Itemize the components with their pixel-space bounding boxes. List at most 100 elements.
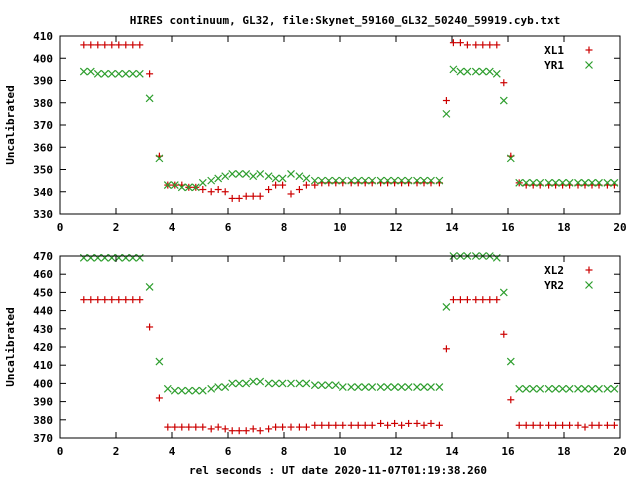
point-yr1-b [86,67,95,76]
point-yr1-b [347,176,356,185]
point-xl2 [279,423,287,431]
point-xl2 [354,421,362,429]
point-xl2 [146,323,154,331]
point-yr1-b [456,67,465,76]
point-xl2 [456,296,464,304]
point-yr1 [588,178,596,187]
point-yr1 [506,154,515,163]
point-yr1-b [506,154,515,163]
point-yr2 [221,383,230,391]
point-xl1 [279,181,287,189]
point-yr1 [207,176,216,185]
bottom-ytick-label: 420 [33,341,53,354]
top-xtick-label: 4 [169,221,176,234]
point-xl2 [581,423,589,431]
point-yr2-b [551,384,560,393]
point-yr2 [191,386,200,395]
point-yr2-b [310,381,319,390]
point-xl2 [559,421,567,429]
point-yr2-b [390,383,399,391]
legend-label-xl2: XL2 [544,264,564,277]
point-yr1 [427,176,435,185]
point-yr2-b [287,379,295,388]
point-yr2 [86,253,95,262]
point-yr1 [574,178,582,187]
point-yr1-b [221,172,230,181]
point-yr2-b [228,379,237,388]
point-yr2-b [420,383,428,391]
point-yr2 [198,386,207,395]
point-yr2 [492,253,501,262]
top-ytick-label: 390 [33,75,53,88]
point-yr2 [544,384,553,393]
top-xtick-label: 2 [113,221,120,234]
point-yr2 [506,357,515,366]
bottom-ytick-label: 370 [33,432,53,445]
point-yr1-b [264,172,273,181]
point-yr2 [214,383,223,391]
point-yr2-b [404,383,413,391]
point-yr2-b [191,386,200,395]
point-yr1 [368,176,377,185]
point-yr2 [155,357,164,366]
point-yr1-b [383,176,392,185]
top-xtick-label: 8 [281,221,288,234]
point-yr1 [310,176,319,185]
point-yr1 [114,69,123,78]
point-xl2 [449,296,457,304]
point-yr1-b [404,176,413,185]
point-yr1-b [522,178,531,187]
point-yr1-b [558,178,567,187]
point-yr1 [610,178,619,187]
point-xl1 [272,181,280,189]
point-xl2 [339,421,347,429]
point-xl1 [228,194,236,202]
point-yr2 [347,383,356,391]
point-yr1 [79,67,88,76]
point-yr1 [558,178,567,187]
top-ytick-label: 330 [33,208,53,221]
point-yr1-b [420,176,428,185]
point-yr2-b [376,383,385,391]
point-yr1 [235,170,244,178]
point-xl1 [456,39,464,47]
point-xl2 [235,427,243,435]
point-yr1 [249,172,258,181]
legend-marker-yr1 [585,61,593,69]
point-xl2 [347,421,355,429]
point-yr2-b [544,384,553,393]
point-yr2-b [249,377,258,386]
point-xl2 [199,423,207,431]
bottom-xtick-label: 6 [225,445,232,458]
point-xl1 [94,41,102,49]
point-xl1 [80,41,88,49]
point-yr2 [603,384,612,393]
point-xl1 [479,41,487,49]
point-yr1 [121,69,130,78]
point-yr1 [287,170,295,178]
point-xl2 [192,423,200,431]
point-yr1 [603,178,612,187]
point-yr1 [435,176,444,185]
point-xl2 [256,427,264,435]
point-yr1 [376,176,385,185]
point-yr2-b [331,381,340,390]
point-yr2 [435,383,444,391]
top-ytick-label: 340 [33,186,53,199]
point-yr1-b [128,69,137,78]
point-yr2-b [86,253,95,262]
point-yr1-b [478,67,487,76]
point-yr2 [79,253,88,262]
point-yr2-b [536,384,545,393]
legend-label-yr1: YR1 [544,59,564,72]
bottom-xtick-label: 20 [613,445,626,458]
point-xl1 [146,70,154,78]
point-xl2 [384,421,392,429]
point-yr2 [413,383,421,391]
point-yr1 [317,176,326,185]
point-xl1 [463,41,471,49]
point-xl1 [302,181,310,189]
point-yr2 [100,253,109,262]
point-yr1-b [295,172,304,181]
bottom-y-axis-label: Uncalibrated [4,307,17,386]
